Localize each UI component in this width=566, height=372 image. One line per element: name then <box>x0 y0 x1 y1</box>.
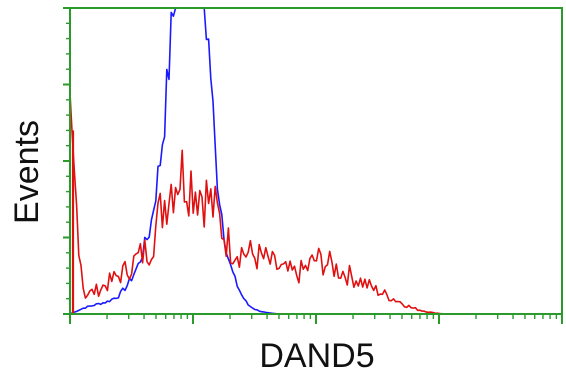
plot-frame <box>69 7 563 315</box>
x-axis-title: DAND5 <box>259 337 374 372</box>
axes <box>63 7 563 324</box>
series-line-sample <box>70 93 445 314</box>
series-line-control <box>70 7 280 314</box>
y-axis-title: Events <box>8 120 46 224</box>
plot-area <box>70 7 445 314</box>
